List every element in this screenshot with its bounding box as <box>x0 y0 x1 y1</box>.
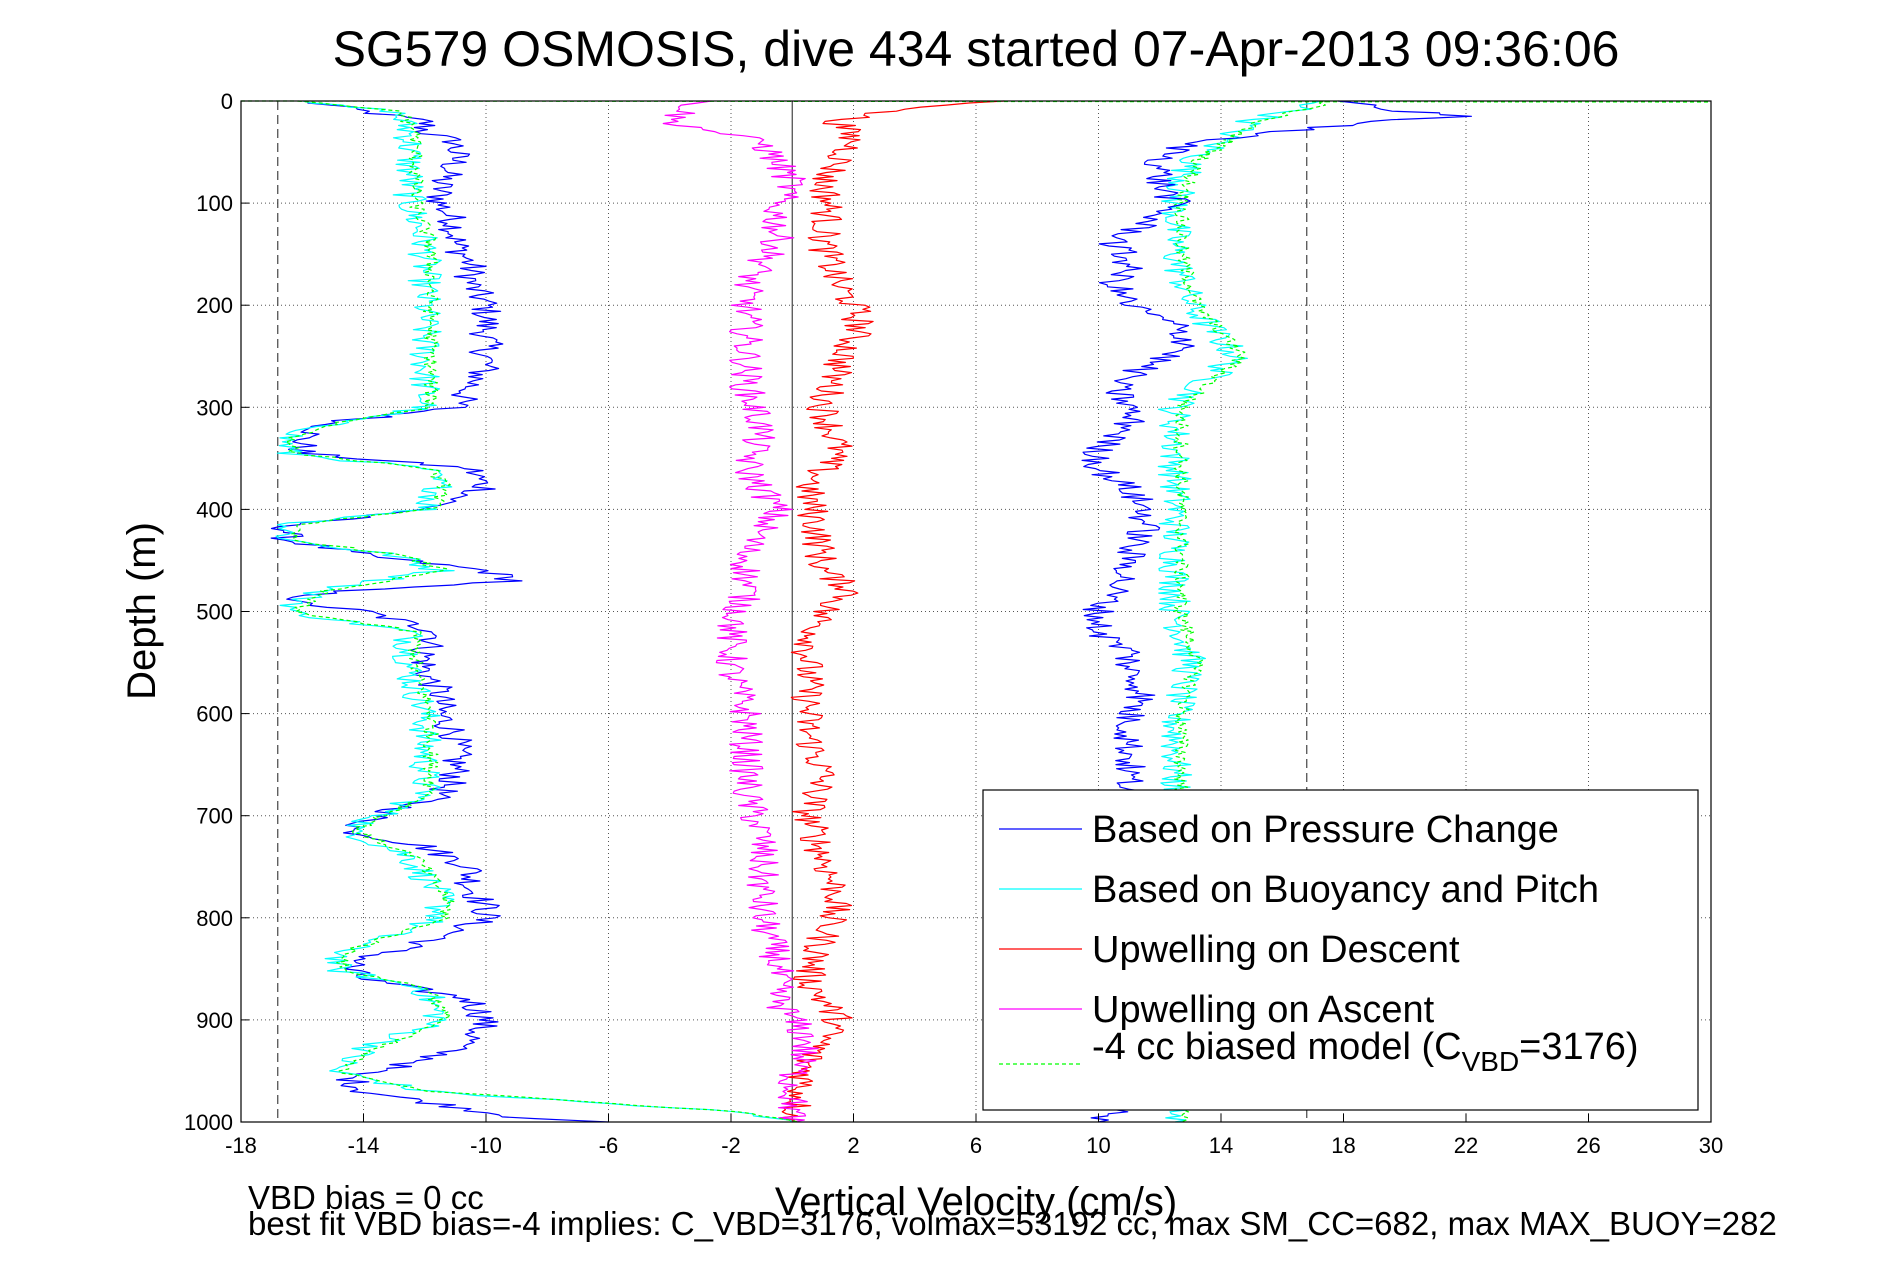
y-tick-label: 600 <box>196 702 233 727</box>
y-tick-label: 0 <box>221 89 233 114</box>
vbd-bias-note: VBD bias = 0 cc <box>248 1179 484 1216</box>
series-1 <box>270 100 609 1123</box>
x-tick-label: -6 <box>599 1133 619 1158</box>
reference-lines <box>277 101 1308 1122</box>
legend-entry: Upwelling on Descent <box>999 929 1460 971</box>
y-tick-label: 800 <box>196 906 233 931</box>
y-tick-label: 400 <box>196 497 233 522</box>
series-3 <box>779 100 1005 1123</box>
x-tick-label: -2 <box>721 1133 741 1158</box>
legend-entry: -4 cc biased model (CVBD=3176) <box>999 1026 1639 1077</box>
x-tick-label: 26 <box>1576 1133 1600 1158</box>
legend-label: Upwelling on Ascent <box>1092 989 1435 1031</box>
legend-label: Based on Buoyancy and Pitch <box>1092 869 1599 911</box>
x-tick-label: 30 <box>1699 1133 1723 1158</box>
y-tick-label: 100 <box>196 191 233 216</box>
x-tick-label: 18 <box>1331 1133 1355 1158</box>
x-axis-label: Vertical Velocity (cm/s) <box>775 1180 1177 1224</box>
y-axis-ticks: 0 100 200 300 400 500 600 700 800 900 1000 <box>184 89 249 1135</box>
series-4 <box>662 100 819 1123</box>
x-tick-label: -18 <box>225 1133 257 1158</box>
x-tick-label: 10 <box>1086 1133 1110 1158</box>
x-axis-ticks: -18 -14 -10 -6 -2 2 6 10 14 18 22 26 30 <box>225 1114 1723 1158</box>
best-fit-note: best fit VBD bias=-4 implies: C_VBD=3176… <box>248 1205 1777 1242</box>
legend-box <box>982 789 1699 1111</box>
chart-legend: Based on Pressure Change Based on Buoyanc… <box>982 789 1699 1111</box>
y-tick-label: 700 <box>196 804 233 829</box>
x-tick-label: -14 <box>348 1133 380 1158</box>
series-line <box>275 100 793 1123</box>
y-tick-label: 900 <box>196 1008 233 1033</box>
legend-entry: Based on Buoyancy and Pitch <box>999 869 1599 911</box>
legend-label: Upwelling on Descent <box>1092 929 1460 971</box>
x-tick-label: -10 <box>470 1133 502 1158</box>
chart-title: SG579 OSMOSIS, dive 434 started 07-Apr-2… <box>333 21 1620 77</box>
legend-entry: Upwelling on Ascent <box>999 989 1435 1031</box>
x-tick-label: 14 <box>1209 1133 1233 1158</box>
x-tick-label: 2 <box>847 1133 859 1158</box>
legend-entry: Based on Pressure Change <box>999 809 1559 851</box>
y-axis-label: Depth (m) <box>120 522 164 700</box>
y-tick-label: 200 <box>196 293 233 318</box>
legend-label: Based on Pressure Change <box>1092 809 1559 851</box>
series-line <box>662 100 819 1123</box>
series-line <box>270 100 609 1123</box>
y-tick-label: 1000 <box>184 1110 233 1135</box>
legend-label: -4 cc biased model (CVBD=3176) <box>1092 1026 1639 1077</box>
y-tick-label: 300 <box>196 395 233 420</box>
y-tick-label: 500 <box>196 600 233 625</box>
x-tick-label: 22 <box>1454 1133 1478 1158</box>
series-line <box>779 100 1005 1123</box>
x-tick-label: 6 <box>970 1133 982 1158</box>
